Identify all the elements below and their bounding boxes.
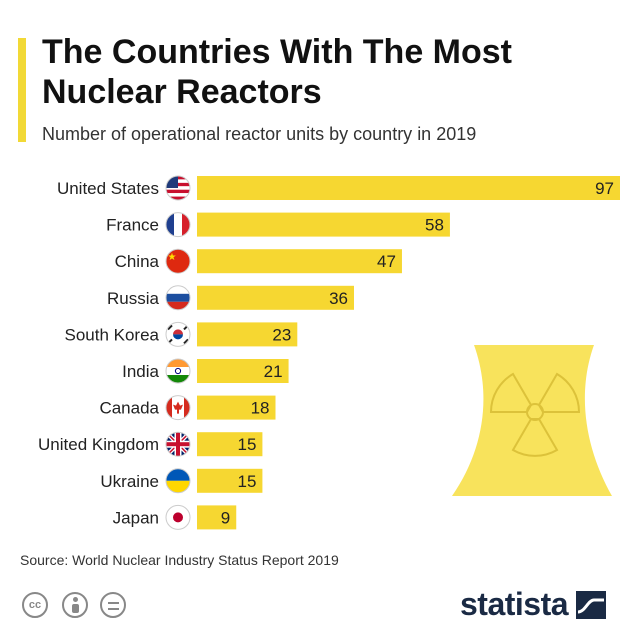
france-flag-icon — [165, 212, 191, 238]
category-label-russia: Russia — [107, 289, 160, 308]
category-label-canada: Canada — [99, 399, 159, 418]
ukraine-flag-icon — [165, 468, 191, 494]
south-korea-flag-icon — [165, 321, 191, 347]
no-derivatives-icon[interactable] — [100, 592, 126, 618]
bar-china — [197, 249, 402, 274]
source-note: Source: World Nuclear Industry Status Re… — [20, 552, 339, 568]
category-label-united-states: United States — [57, 179, 159, 198]
category-label-ukraine: Ukraine — [100, 472, 159, 491]
bar-france — [197, 212, 450, 237]
bar-south-korea — [197, 322, 298, 347]
statista-wave-icon — [576, 590, 607, 619]
india-flag-icon — [165, 358, 191, 384]
statista-logo[interactable]: statista — [460, 586, 607, 623]
svg-text:★: ★ — [168, 252, 177, 263]
category-label-india: India — [122, 362, 159, 381]
category-label-south-korea: South Korea — [64, 325, 159, 344]
japan-flag-icon — [165, 504, 191, 530]
russia-flag-icon — [165, 285, 191, 311]
category-label-china: China — [115, 252, 160, 271]
category-label-united-kingdom: United Kingdom — [38, 435, 159, 454]
bar-india — [197, 359, 289, 383]
uk-flag-icon — [165, 431, 191, 457]
creative-commons-icon[interactable]: cc — [22, 592, 48, 618]
bar-canada — [197, 395, 276, 420]
value-label-south-korea: 23 — [272, 325, 291, 344]
radiation-icon — [489, 372, 581, 457]
bar-chart: United States 97 France 58 China ★ 47 Russia 36 S… — [38, 175, 620, 530]
bar-japan — [197, 505, 237, 530]
value-label-ukraine: 15 — [237, 472, 256, 491]
value-label-china: 47 — [377, 252, 396, 271]
cooling-tower-illustration — [452, 345, 612, 496]
chart-subtitle: Number of operational reactor units by c… — [42, 124, 477, 144]
chart-title: The Countries With The Most Nuclear Reac… — [42, 33, 513, 111]
title-accent-bar — [18, 38, 26, 142]
canada-flag-icon — [165, 395, 191, 421]
attribution-icon[interactable] — [62, 592, 88, 618]
category-label-france: France — [106, 216, 159, 235]
bar-russia — [197, 285, 354, 310]
bar-united-states — [197, 176, 620, 200]
bar-ukraine — [197, 468, 263, 493]
bar-united-kingdom — [197, 432, 263, 457]
value-label-japan: 9 — [221, 508, 230, 527]
value-label-india: 21 — [264, 362, 283, 381]
value-label-russia: 36 — [329, 289, 348, 308]
value-label-france: 58 — [425, 216, 444, 235]
us-flag-icon — [165, 175, 191, 201]
china-flag-icon: ★ — [165, 248, 191, 274]
value-label-united-kingdom: 15 — [237, 435, 256, 454]
value-label-united-states: 97 — [595, 179, 614, 198]
value-label-canada: 18 — [251, 399, 270, 418]
brand-name: statista — [460, 586, 569, 622]
category-label-japan: Japan — [113, 508, 159, 527]
